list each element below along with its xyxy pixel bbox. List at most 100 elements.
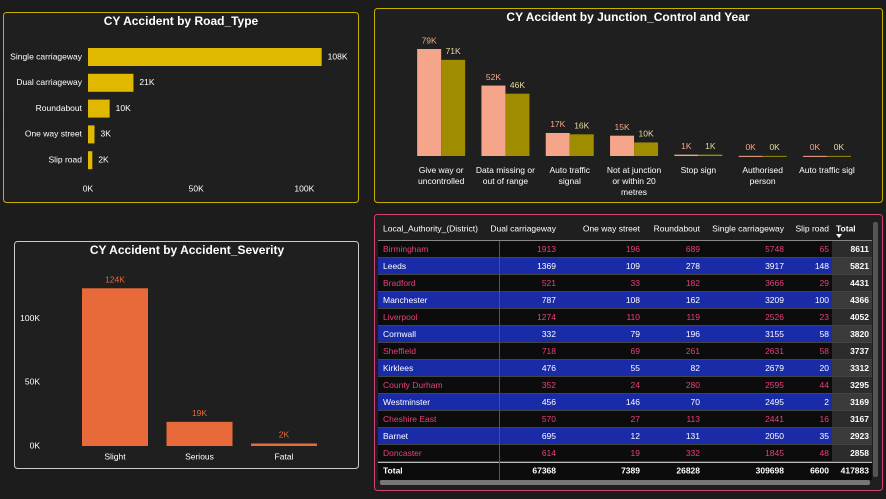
value-label: 52K [486, 72, 501, 82]
table-cell: Bradford [383, 278, 416, 288]
value-label: 0K [834, 142, 845, 152]
table-cell: 5821 [850, 261, 869, 271]
table-cell: 3312 [850, 363, 869, 373]
table-cell: 332 [686, 448, 700, 458]
total-cell-bg [832, 343, 872, 360]
table-cell: 2595 [765, 380, 784, 390]
table-cell: 65 [820, 244, 830, 254]
table-cell: 2050 [765, 431, 784, 441]
table-cell: 110 [626, 312, 640, 322]
value-label: 2K [279, 430, 290, 440]
row-bg [378, 411, 832, 428]
total-cell-bg [832, 241, 872, 258]
table-cell: 146 [626, 397, 640, 407]
table-cell: 718 [542, 346, 556, 356]
table-cell: 109 [626, 261, 640, 271]
x-tick-label: Fatal [275, 451, 294, 461]
table-cell: 79 [631, 329, 641, 339]
table-cell: 131 [686, 431, 700, 441]
column-header: One way street [583, 223, 641, 233]
table-cell: 8611 [851, 244, 870, 254]
scrollbar[interactable] [873, 222, 878, 477]
table-cell: 35 [820, 431, 830, 441]
row-bg [378, 343, 832, 360]
table-cell: County Durham [383, 380, 443, 390]
table-cell: 614 [542, 448, 556, 458]
total-cell: 309698 [756, 465, 785, 475]
table-cell: 2679 [765, 363, 784, 373]
table-cell: 19 [631, 448, 641, 458]
table-cell: 23 [820, 312, 830, 322]
table-cell: 196 [626, 244, 640, 254]
table-cell: 787 [542, 295, 556, 305]
column-header: Local_Authority_(District) [383, 223, 478, 233]
value-label: 15K [614, 122, 629, 132]
scrollbar[interactable] [380, 480, 870, 485]
table-cell: 456 [542, 397, 556, 407]
bar [82, 288, 148, 446]
table-cell: 27 [631, 414, 641, 424]
total-cell-bg [832, 258, 872, 275]
bar [674, 154, 699, 156]
row-bg [378, 445, 832, 462]
row-bg [378, 241, 832, 258]
table-cell: Kirklees [383, 363, 413, 373]
table-cell: 689 [686, 244, 700, 254]
total-cell-bg [832, 360, 872, 377]
table-cell: 119 [686, 312, 700, 322]
table-cell: 4366 [850, 295, 869, 305]
category-label: Single carriageway [10, 51, 83, 61]
table-cell: 278 [686, 261, 700, 271]
bar [569, 134, 594, 156]
table-cell: Westminster [383, 397, 430, 407]
bar [610, 135, 635, 156]
table-cell: 521 [542, 278, 556, 288]
total-cell: 7389 [621, 465, 640, 475]
table-cell: 108 [626, 295, 640, 305]
category-label: Dual carriageway [16, 77, 82, 87]
category-label: Stop sign [680, 165, 717, 175]
category-label: Auto traffic signal [549, 165, 590, 186]
total-cell: 26828 [676, 465, 700, 475]
table-cell: 2441 [765, 414, 784, 424]
total-cell-bg [832, 428, 872, 445]
category-label: Not at junction or within 20 metres [606, 165, 662, 197]
table-cell: 24 [631, 380, 641, 390]
table-cell: 3169 [850, 397, 869, 407]
table-cell: 69 [631, 346, 641, 356]
column-header: Roundabout [654, 223, 701, 233]
chart-title: CY Accident by Accident_Severity [90, 243, 285, 257]
table-cell: 162 [686, 295, 700, 305]
table-cell: 3820 [850, 329, 869, 339]
table-cell: 695 [542, 431, 556, 441]
table-cell: Leeds [383, 261, 406, 271]
row-bg [378, 377, 832, 394]
total-cell-bg [832, 377, 872, 394]
total-cell-bg [832, 292, 872, 309]
table-cell: 280 [686, 380, 700, 390]
table-cell: Sheffield [383, 346, 416, 356]
y-tick-label: 100K [20, 313, 40, 323]
table-cell: 29 [820, 278, 830, 288]
table-cell: 58 [820, 346, 830, 356]
category-label: Slip road [48, 154, 82, 164]
value-label: 19K [192, 408, 207, 418]
value-label: 16K [574, 121, 589, 131]
table-cell: 3167 [850, 414, 869, 424]
bar [251, 443, 317, 446]
table-cell: 2631 [765, 346, 784, 356]
value-label: 1K [705, 141, 716, 151]
value-label: 108K [328, 51, 348, 61]
table-cell: 12 [631, 431, 641, 441]
total-cell-bg [832, 394, 872, 411]
value-label: 21K [139, 77, 154, 87]
total-cell: Total [383, 465, 403, 475]
value-label: 0K [810, 142, 821, 152]
value-label: 3K [100, 129, 111, 139]
table-cell: 2 [824, 397, 829, 407]
sort-icon[interactable] [836, 234, 842, 238]
table-cell: 48 [820, 448, 830, 458]
bar [802, 155, 827, 157]
